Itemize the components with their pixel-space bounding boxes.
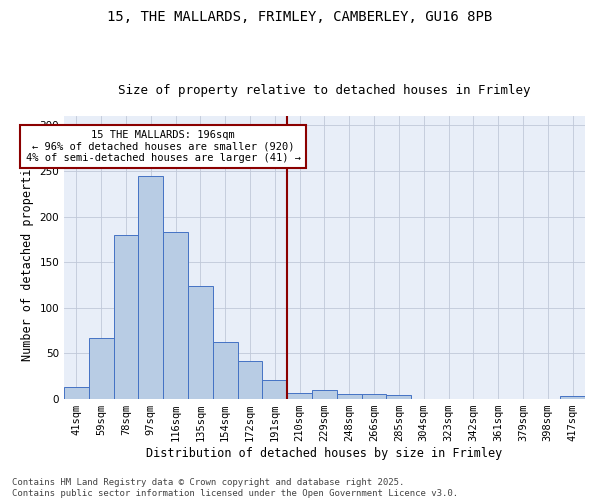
Bar [113, 235, 139, 399]
Bar [287, 392, 312, 399]
Bar [386, 394, 412, 399]
Bar [337, 394, 362, 399]
Bar [163, 232, 188, 399]
Bar [560, 396, 585, 399]
Bar [89, 338, 113, 399]
Text: Contains HM Land Registry data © Crown copyright and database right 2025.
Contai: Contains HM Land Registry data © Crown c… [12, 478, 458, 498]
Bar [139, 176, 163, 399]
Bar [312, 390, 337, 399]
Bar [64, 387, 89, 399]
X-axis label: Distribution of detached houses by size in Frimley: Distribution of detached houses by size … [146, 447, 503, 460]
Bar [188, 286, 213, 399]
Text: 15, THE MALLARDS, FRIMLEY, CAMBERLEY, GU16 8PB: 15, THE MALLARDS, FRIMLEY, CAMBERLEY, GU… [107, 10, 493, 24]
Bar [362, 394, 386, 399]
Bar [262, 380, 287, 399]
Bar [213, 342, 238, 399]
Title: Size of property relative to detached houses in Frimley: Size of property relative to detached ho… [118, 84, 531, 97]
Bar [238, 361, 262, 399]
Y-axis label: Number of detached properties: Number of detached properties [21, 154, 34, 361]
Text: 15 THE MALLARDS: 196sqm
← 96% of detached houses are smaller (920)
4% of semi-de: 15 THE MALLARDS: 196sqm ← 96% of detache… [26, 130, 301, 163]
